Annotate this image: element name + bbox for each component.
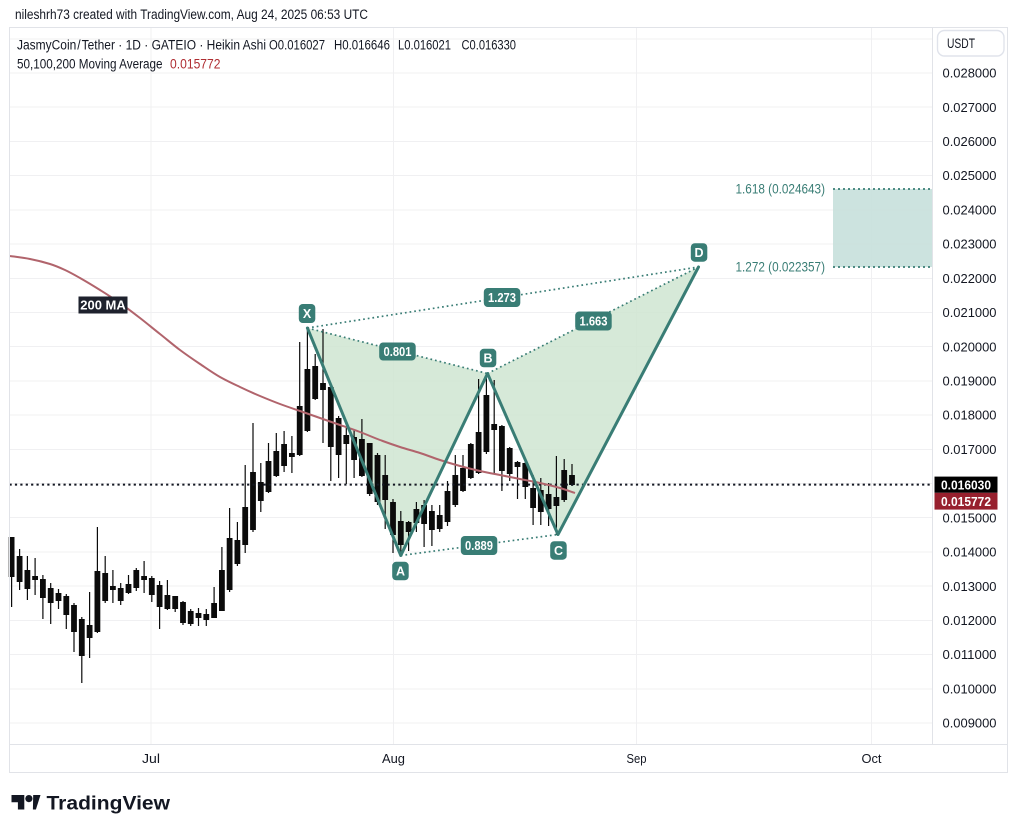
svg-text:0.015772: 0.015772 (170, 57, 221, 72)
svg-text:JasmyCoin / Tether · 1D · GATE: JasmyCoin / Tether · 1D · GATEIO · Heiki… (17, 38, 266, 53)
svg-text:0.021000: 0.021000 (943, 305, 997, 320)
svg-text:0.028000: 0.028000 (943, 66, 997, 81)
svg-text:Aug: Aug (382, 751, 405, 766)
svg-text:0.015000: 0.015000 (943, 510, 997, 525)
svg-text:0.012000: 0.012000 (943, 613, 997, 628)
svg-text:L0.016021: L0.016021 (398, 38, 451, 53)
svg-text:0.015772: 0.015772 (941, 494, 991, 509)
svg-text:0.017000: 0.017000 (943, 442, 997, 457)
svg-text:nileshrh73 created with Tradin: nileshrh73 created with TradingView.com,… (15, 7, 368, 22)
svg-text:1.273: 1.273 (488, 291, 516, 305)
svg-text:0.020000: 0.020000 (943, 339, 997, 354)
svg-text:200 MA: 200 MA (80, 298, 126, 313)
svg-text:0.013000: 0.013000 (943, 579, 997, 594)
svg-text:0.010000: 0.010000 (943, 681, 997, 696)
svg-text:50,100,200 Moving Average: 50,100,200 Moving Average (17, 57, 163, 72)
svg-text:0.019000: 0.019000 (943, 374, 997, 389)
svg-text:0.889: 0.889 (465, 539, 493, 553)
svg-text:Oct: Oct (862, 751, 882, 766)
svg-text:TradingView: TradingView (47, 793, 171, 815)
svg-text:H0.016646: H0.016646 (334, 38, 390, 53)
svg-text:Sep: Sep (627, 751, 647, 766)
svg-text:0.025000: 0.025000 (943, 168, 997, 183)
svg-text:0.027000: 0.027000 (943, 100, 997, 115)
svg-text:1.663: 1.663 (580, 315, 608, 329)
svg-text:USDT: USDT (947, 36, 975, 51)
svg-text:0.801: 0.801 (384, 345, 412, 359)
svg-text:1.272 (0.022357): 1.272 (0.022357) (736, 260, 826, 275)
svg-text:C: C (554, 544, 563, 558)
svg-text:C0.016330: C0.016330 (462, 38, 517, 53)
svg-text:X: X (303, 307, 312, 321)
svg-text:1.618 (0.024643): 1.618 (0.024643) (736, 182, 826, 197)
svg-text:0.009000: 0.009000 (943, 716, 997, 731)
svg-text:0.018000: 0.018000 (943, 408, 997, 423)
svg-text:0.023000: 0.023000 (943, 237, 997, 252)
svg-text:D: D (694, 246, 703, 260)
svg-text:0.024000: 0.024000 (943, 202, 997, 217)
svg-text:0.026000: 0.026000 (943, 134, 997, 149)
svg-text:0.011000: 0.011000 (943, 647, 997, 662)
svg-text:Jul: Jul (142, 751, 160, 766)
svg-text:0.014000: 0.014000 (943, 545, 997, 560)
svg-text:A: A (396, 565, 405, 579)
svg-text:O0.016027: O0.016027 (269, 38, 325, 53)
svg-text:0.022000: 0.022000 (943, 271, 997, 286)
svg-text:0.016030: 0.016030 (941, 477, 991, 492)
svg-text:B: B (483, 352, 492, 366)
